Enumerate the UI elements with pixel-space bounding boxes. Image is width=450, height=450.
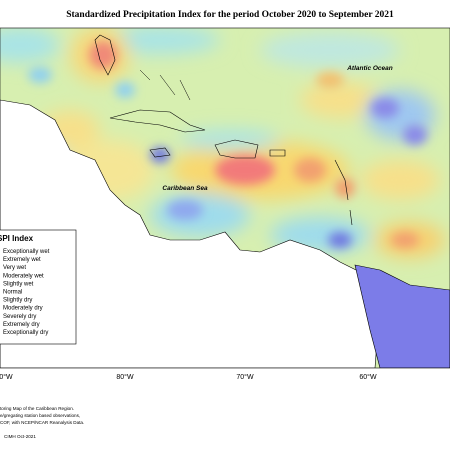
footnote: COF, with NCEP/NCAR Reanalysis Data. xyxy=(0,420,84,425)
legend-entry: Moderately dry xyxy=(3,306,43,312)
legend-entry: Extremely dry xyxy=(3,322,40,328)
legend-entry: Severely dry xyxy=(3,314,36,320)
footnote: e/gregating station based observations, xyxy=(0,413,80,418)
legend-entry: Slightly wet xyxy=(3,281,34,287)
legend-entry: Normal xyxy=(3,290,22,296)
footnote: toring Map of the Caribbean Region. xyxy=(0,406,74,411)
credit: CIMH Oct-2021 xyxy=(4,434,36,439)
ocean-label: Atlantic Ocean xyxy=(346,65,393,72)
longitude-label: 60°W xyxy=(359,373,377,381)
legend-entry: Extremely wet xyxy=(3,257,41,263)
longitude-label: 0°W xyxy=(0,373,13,381)
legend-title: SPI Index xyxy=(0,234,34,243)
map-title: Standardized Precipitation Index for the… xyxy=(66,10,394,20)
longitude-label: 70°W xyxy=(236,373,254,381)
ocean-label: Caribbean Sea xyxy=(162,185,208,192)
spi-field xyxy=(0,28,450,368)
legend-entry: Exceptionally wet xyxy=(3,249,50,255)
legend-entry: Moderately wet xyxy=(3,273,44,279)
legend-entry: Slightly dry xyxy=(3,298,32,304)
legend: SPI Index Exceptionally wet Extremely wet… xyxy=(0,229,77,345)
legend-entry: Exceptionally dry xyxy=(3,330,48,336)
map-frame xyxy=(0,27,450,369)
longitude-label: 80°W xyxy=(116,373,134,381)
legend-entry: Very wet xyxy=(3,265,26,271)
